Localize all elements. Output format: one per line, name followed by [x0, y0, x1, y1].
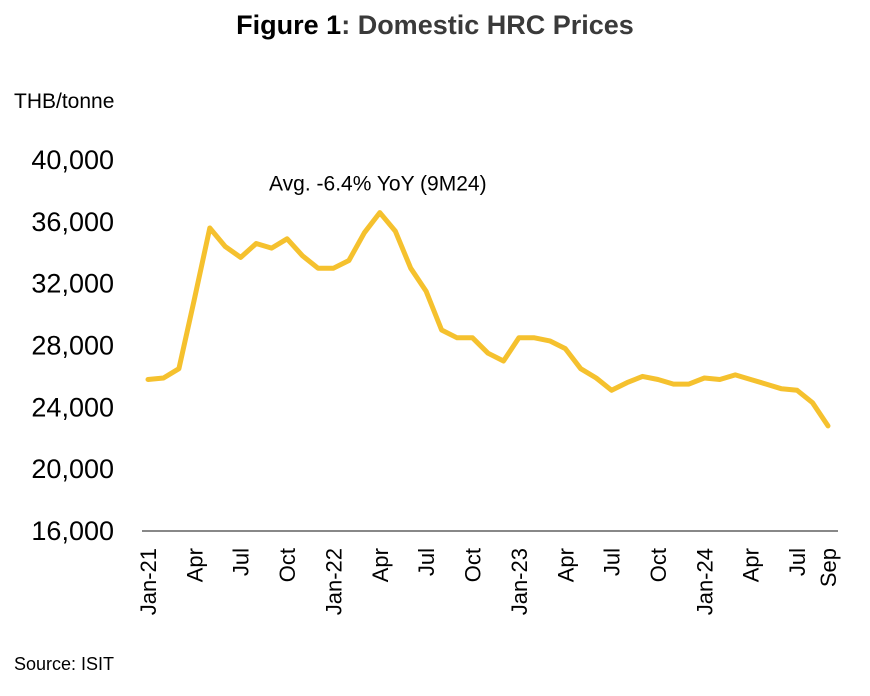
x-tick-label: Sep: [816, 548, 841, 587]
x-tick-label: Oct: [646, 548, 671, 582]
y-tick-label: 20,000: [31, 454, 114, 484]
y-axis-unit-label: THB/tonne: [14, 90, 115, 113]
x-tick-label: Jul: [229, 548, 254, 576]
y-tick-label: 28,000: [31, 331, 114, 361]
x-tick-label: Oct: [275, 548, 300, 582]
x-tick-label: Apr: [368, 548, 393, 582]
x-tick-label: Apr: [182, 548, 207, 582]
source-note: Source: ISIT: [14, 654, 115, 674]
peak-annotation: Avg. -6.4% YoY (9M24): [269, 173, 487, 196]
x-tick-label: Apr: [739, 548, 764, 582]
y-tick-label: 32,000: [31, 269, 114, 299]
y-tick-label: 24,000: [31, 392, 114, 422]
x-tick-label: Jan-24: [692, 548, 717, 615]
x-tick-label: Jul: [414, 548, 439, 576]
y-tick-label: 36,000: [31, 207, 114, 237]
chart-title: Figure 1: Domestic HRC Prices: [0, 10, 870, 41]
title-figure-number: Figure 1: [236, 10, 342, 40]
y-tick-label: 16,000: [31, 516, 114, 546]
x-tick-label: Oct: [461, 548, 486, 582]
x-tick-label: Jan-22: [321, 548, 346, 615]
x-tick-label: Jul: [600, 548, 625, 576]
x-tick-label: Jan-21: [136, 548, 161, 615]
x-tick-label: Jul: [785, 548, 810, 576]
y-tick-label: 40,000: [31, 145, 114, 175]
title-text: : Domestic HRC Prices: [341, 10, 634, 40]
price-series-line: [145, 210, 831, 429]
x-tick-label: Apr: [553, 548, 578, 582]
x-tick-label: Jan-23: [507, 548, 532, 615]
